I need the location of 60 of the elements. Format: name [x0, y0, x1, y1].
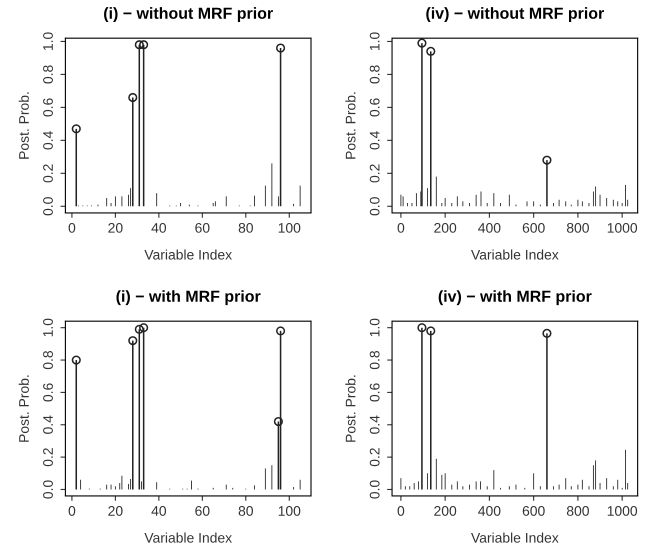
x-tick-label: 0	[68, 222, 76, 233]
y-axis-title: Post. Prob.	[18, 92, 29, 159]
x-tick-label: 600	[522, 506, 545, 516]
y-tick-label: 0.8	[370, 65, 380, 84]
x-tick-label: 0	[398, 506, 404, 516]
y-tick-label: 0.8	[43, 65, 53, 84]
x-tick-label: 60	[195, 222, 210, 233]
x-tick-label: 0	[398, 222, 404, 233]
x-tick-label: 80	[238, 222, 253, 233]
x-tick-label: 200	[434, 506, 456, 516]
y-tick-label: 1.0	[370, 318, 380, 336]
y-tick-label: 0.4	[370, 131, 380, 150]
y-tick-label: 0.6	[43, 383, 53, 402]
y-tick-label: 0.6	[370, 383, 380, 402]
chart-title: (iv) − with MRF prior	[438, 290, 592, 306]
y-axis-title: Post. Prob.	[345, 375, 356, 442]
y-tick-label: 0.4	[370, 416, 380, 434]
y-tick-label: 1.0	[370, 32, 380, 50]
y-tick-label: 0.2	[370, 164, 380, 182]
chart-title: (i) − with MRF prior	[116, 290, 260, 306]
x-tick-label: 20	[108, 222, 123, 233]
y-tick-label: 0.4	[43, 131, 53, 150]
x-tick-label: 100	[278, 506, 300, 516]
x-tick-label: 40	[151, 506, 166, 516]
x-tick-label: 40	[151, 222, 166, 233]
x-axis-title: Variable Index	[471, 532, 559, 543]
x-tick-label: 60	[195, 506, 210, 516]
y-tick-label: 0.0	[43, 197, 53, 216]
x-tick-label: 80	[238, 506, 253, 516]
x-tick-label: 800	[566, 222, 589, 233]
x-tick-label: 1000	[608, 222, 638, 233]
y-tick-label: 0.4	[43, 416, 53, 434]
x-tick-label: 400	[478, 506, 500, 516]
y-tick-label: 0.0	[370, 197, 380, 216]
y-tick-label: 1.0	[43, 32, 53, 50]
y-tick-label: 0.0	[370, 480, 380, 499]
y-tick-label: 0.8	[43, 350, 53, 370]
y-tick-label: 0.2	[370, 448, 380, 466]
y-tick-label: 0.2	[43, 448, 53, 466]
x-axis-title: Variable Index	[144, 532, 232, 543]
y-tick-label: 0.2	[43, 164, 53, 182]
y-tick-label: 0.0	[43, 480, 53, 499]
x-tick-label: 400	[478, 222, 500, 233]
x-tick-label: 100	[278, 222, 300, 233]
y-tick-label: 0.6	[370, 98, 380, 116]
x-tick-label: 200	[434, 222, 456, 233]
y-tick-label: 0.8	[370, 350, 380, 370]
x-tick-label: 800	[566, 506, 589, 516]
x-axis-title: Variable Index	[144, 249, 232, 260]
y-axis-title: Post. Prob.	[18, 375, 29, 442]
chart-title: (iv) − without MRF prior	[426, 7, 604, 22]
x-tick-label: 0	[68, 506, 76, 516]
x-tick-label: 600	[522, 222, 545, 233]
x-tick-label: 1000	[608, 506, 638, 516]
chart-title: (i) − without MRF prior	[104, 7, 273, 22]
y-tick-label: 1.0	[43, 318, 53, 336]
x-axis-title: Variable Index	[471, 249, 559, 260]
y-tick-label: 0.6	[43, 98, 53, 116]
y-axis-title: Post. Prob.	[345, 92, 356, 159]
x-tick-label: 20	[108, 506, 123, 516]
